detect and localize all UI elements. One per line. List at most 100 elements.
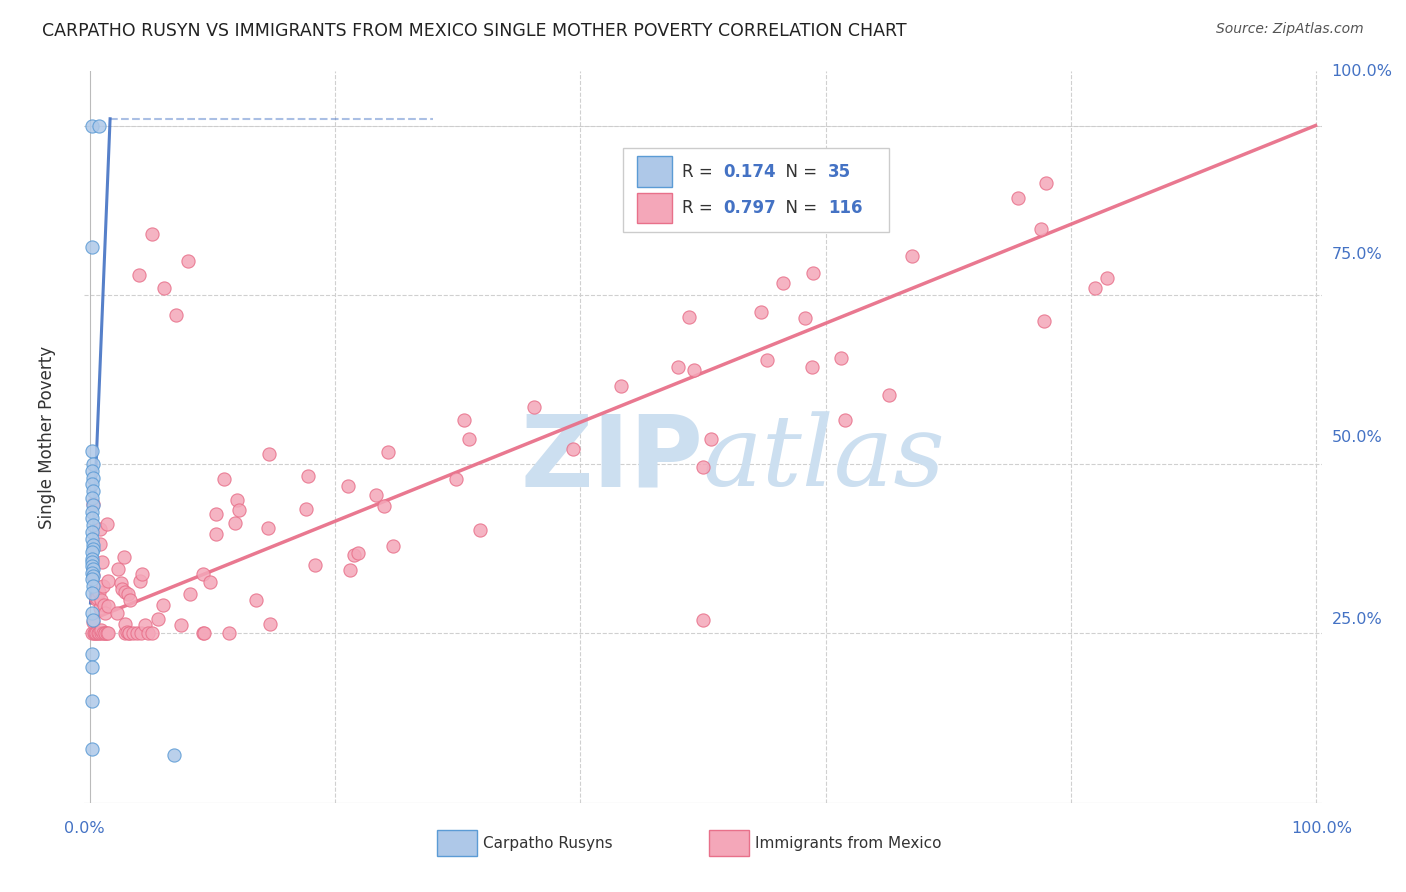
Point [111,582,134,596]
Point [700,432,723,446]
Point [90,624,112,638]
Point [1032,313,1054,327]
Point [82,498,104,512]
Point [94,626,117,640]
FancyBboxPatch shape [637,156,672,187]
Point [122,626,145,640]
Point [80,443,103,458]
Point [373,499,395,513]
Point [87,626,110,640]
Point [177,254,200,268]
Point [89,626,111,640]
Point [80,741,103,756]
Point [93,626,115,640]
Point [1035,176,1057,190]
Point [198,574,221,589]
Point [830,351,852,365]
Point [82,569,104,583]
Text: 50.0%: 50.0% [1331,430,1382,444]
Point [80,532,103,546]
Point [80,464,103,478]
Point [128,574,150,588]
Point [82,615,104,629]
Point [96,517,118,532]
Point [110,576,132,591]
FancyBboxPatch shape [437,830,477,855]
Point [80,555,103,569]
Point [80,586,103,600]
Point [224,516,246,530]
Point [470,523,492,537]
Point [80,240,103,254]
Point [91,579,114,593]
Point [93,598,115,612]
Point [152,598,174,612]
Text: atlas: atlas [703,411,946,507]
Point [444,472,467,486]
FancyBboxPatch shape [709,830,749,855]
Point [82,457,104,471]
Point [377,444,399,458]
Text: N =: N = [775,199,823,217]
Text: Source: ZipAtlas.com: Source: ZipAtlas.com [1216,22,1364,37]
Point [125,626,148,640]
Point [141,626,163,640]
Point [772,276,794,290]
Point [80,558,103,573]
Point [336,479,359,493]
Text: ZIP: ZIP [520,410,703,508]
Point [82,518,104,533]
Point [89,537,111,551]
Point [1095,271,1118,285]
Point [453,413,475,427]
Point [228,503,250,517]
Point [114,584,136,599]
Point [82,471,104,485]
Point [82,567,104,582]
Point [801,359,824,374]
Point [1031,221,1053,235]
Point [901,249,924,263]
Point [153,281,176,295]
Text: 116: 116 [828,199,862,217]
Point [297,468,319,483]
Point [749,305,772,319]
Point [692,459,714,474]
Text: Immigrants from Mexico: Immigrants from Mexico [755,836,942,851]
Point [257,446,280,460]
Point [115,624,138,639]
Point [82,579,104,593]
Point [97,574,120,588]
Point [131,567,153,582]
Text: R =: R = [682,162,718,180]
Point [523,400,546,414]
Point [364,488,387,502]
Text: R =: R = [682,199,718,217]
Text: 0.797: 0.797 [723,199,776,217]
Point [86,591,108,605]
Point [1084,281,1107,295]
Point [117,626,139,640]
Text: 0.0%: 0.0% [65,821,104,836]
Point [129,626,152,640]
Point [191,626,214,640]
Point [214,472,236,486]
Point [148,612,170,626]
Point [91,555,114,569]
Point [80,524,103,539]
Point [84,626,107,640]
Point [141,227,163,241]
Point [82,538,104,552]
Text: 100.0%: 100.0% [1331,64,1392,78]
Point [193,626,215,640]
Point [96,626,118,640]
Point [80,505,103,519]
Point [84,626,107,640]
Point [610,379,633,393]
Point [668,360,690,375]
Point [80,545,103,559]
Point [128,268,150,282]
Text: Single Mother Poverty: Single Mother Poverty [38,345,56,529]
Text: 35: 35 [828,162,851,180]
Text: 0.174: 0.174 [723,162,776,180]
